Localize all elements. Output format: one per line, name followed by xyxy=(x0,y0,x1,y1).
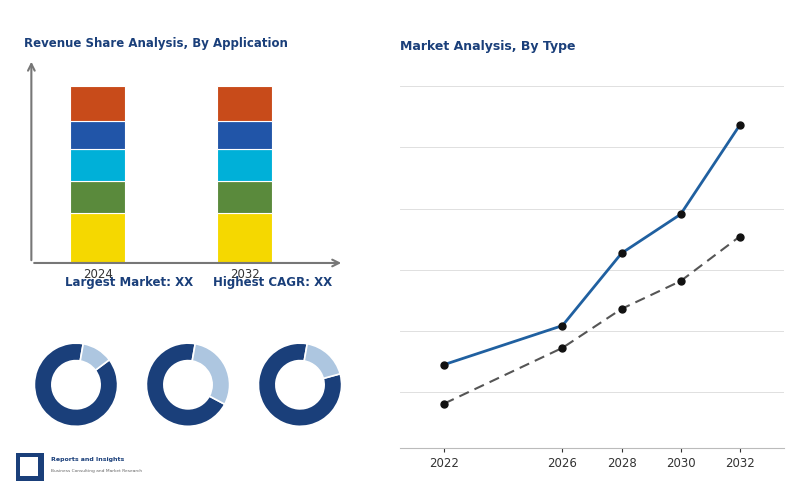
Bar xyxy=(217,150,272,181)
Text: Highest CAGR: XX: Highest CAGR: XX xyxy=(213,276,332,289)
Text: GLOBAL CRAWLER CRANES MARKET SEGMENT ANALYSIS: GLOBAL CRAWLER CRANES MARKET SEGMENT ANA… xyxy=(12,14,538,32)
Wedge shape xyxy=(34,343,118,426)
Bar xyxy=(217,86,272,121)
Bar xyxy=(70,121,125,150)
Bar xyxy=(70,181,125,213)
Bar xyxy=(217,181,272,213)
FancyBboxPatch shape xyxy=(16,453,44,481)
Bar xyxy=(70,150,125,181)
Wedge shape xyxy=(146,343,225,426)
Wedge shape xyxy=(80,344,110,370)
Text: Business Consulting and Market Research: Business Consulting and Market Research xyxy=(50,469,142,473)
Wedge shape xyxy=(304,344,340,378)
Text: Reports and Insights: Reports and Insights xyxy=(50,457,124,462)
Bar xyxy=(217,213,272,263)
FancyBboxPatch shape xyxy=(20,457,38,476)
Text: Revenue Share Analysis, By Application: Revenue Share Analysis, By Application xyxy=(24,37,288,50)
Bar xyxy=(70,213,125,263)
Wedge shape xyxy=(258,343,342,426)
Text: Market Analysis, By Type: Market Analysis, By Type xyxy=(400,40,575,53)
Bar xyxy=(217,121,272,150)
Wedge shape xyxy=(192,344,230,404)
Bar xyxy=(70,86,125,121)
Text: Largest Market: XX: Largest Market: XX xyxy=(66,276,194,289)
